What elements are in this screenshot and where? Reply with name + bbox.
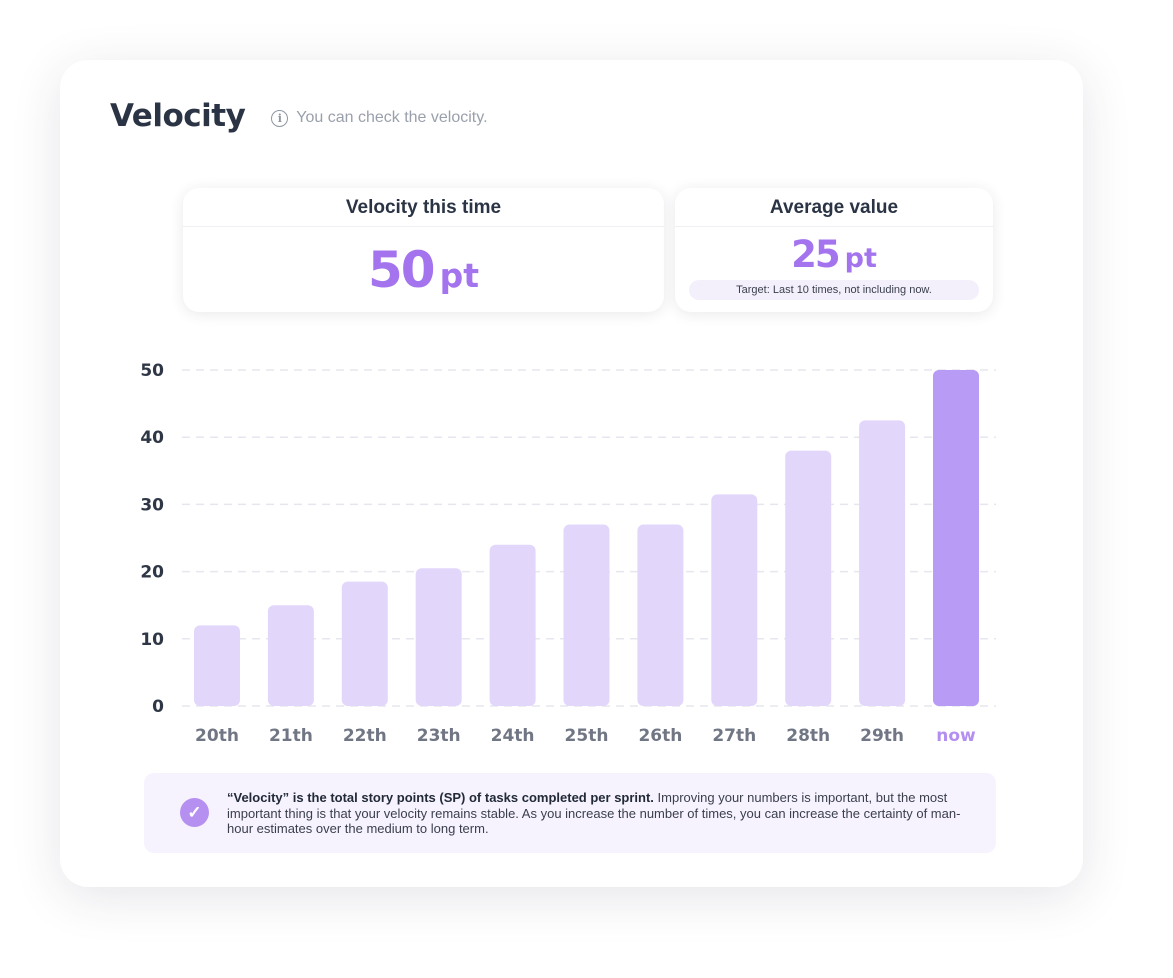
current-velocity-unit: pt — [439, 256, 479, 295]
y-tick-label: 0 — [152, 697, 164, 717]
bar-23th[interactable] — [415, 568, 462, 706]
info-hint: i You can check the velocity. — [271, 109, 488, 127]
current-velocity-card: Velocity this time 50 pt — [183, 188, 664, 312]
bar-now[interactable] — [933, 370, 979, 706]
explanation-text: “Velocity” is the total story points (SP… — [227, 790, 977, 837]
average-value-value: 25 pt — [675, 233, 993, 276]
bar-27th[interactable] — [711, 494, 758, 706]
velocity-bar-chart: 0 10 20 30 40 50 20th 21th 22th 23th 24th 25th 26th 2… — [140, 361, 996, 746]
x-category-label: 27th — [712, 726, 756, 746]
y-tick-label: 30 — [140, 495, 164, 515]
check-circle-icon: ✓ — [180, 798, 209, 827]
current-velocity-number: 50 — [368, 241, 436, 299]
current-velocity-value: 50 pt — [183, 241, 664, 299]
average-value-unit: pt — [844, 243, 877, 274]
x-category-label: 26th — [638, 726, 682, 746]
velocity-explanation: ✓ “Velocity” is the total story points (… — [144, 773, 996, 853]
x-category-label: 23th — [417, 726, 461, 746]
bar-24th[interactable] — [489, 544, 536, 706]
velocity-card: Velocity i You can check the velocity. V… — [60, 60, 1083, 887]
y-tick-label: 50 — [140, 361, 164, 381]
y-tick-label: 20 — [140, 563, 164, 583]
bar-26th[interactable] — [637, 524, 684, 706]
page-title: Velocity — [110, 98, 246, 134]
card-header: Velocity i You can check the velocity. — [110, 98, 488, 134]
x-category-label: now — [936, 726, 976, 746]
bar-25th[interactable] — [563, 524, 610, 706]
average-value-label: Average value — [675, 188, 993, 227]
bar-22th[interactable] — [341, 581, 388, 706]
bar-21th[interactable] — [267, 605, 314, 706]
average-value-card: Average value 25 pt Target: Last 10 times… — [675, 188, 993, 312]
explanation-body: Improving your numbers is important, but… — [227, 790, 961, 836]
x-category-label: 20th — [195, 726, 239, 746]
x-category-label: 24th — [491, 726, 535, 746]
x-category-label: 29th — [860, 726, 904, 746]
y-tick-label: 10 — [140, 630, 164, 650]
x-category-label: 25th — [565, 726, 609, 746]
bar-28th[interactable] — [785, 450, 832, 706]
average-value-number: 25 — [791, 233, 840, 276]
explanation-bold: “Velocity” is the total story points (SP… — [227, 790, 654, 805]
current-velocity-label: Velocity this time — [183, 188, 664, 227]
bar-20th[interactable] — [194, 625, 240, 706]
x-category-label: 21th — [269, 726, 313, 746]
y-tick-label: 40 — [140, 428, 164, 448]
bar-29th[interactable] — [859, 420, 906, 706]
average-target-note: Target: Last 10 times, not including now… — [689, 280, 979, 300]
info-circle-icon[interactable]: i — [271, 109, 289, 127]
x-category-label: 22th — [343, 726, 387, 746]
x-category-label: 28th — [786, 726, 830, 746]
info-text: You can check the velocity. — [296, 109, 488, 126]
